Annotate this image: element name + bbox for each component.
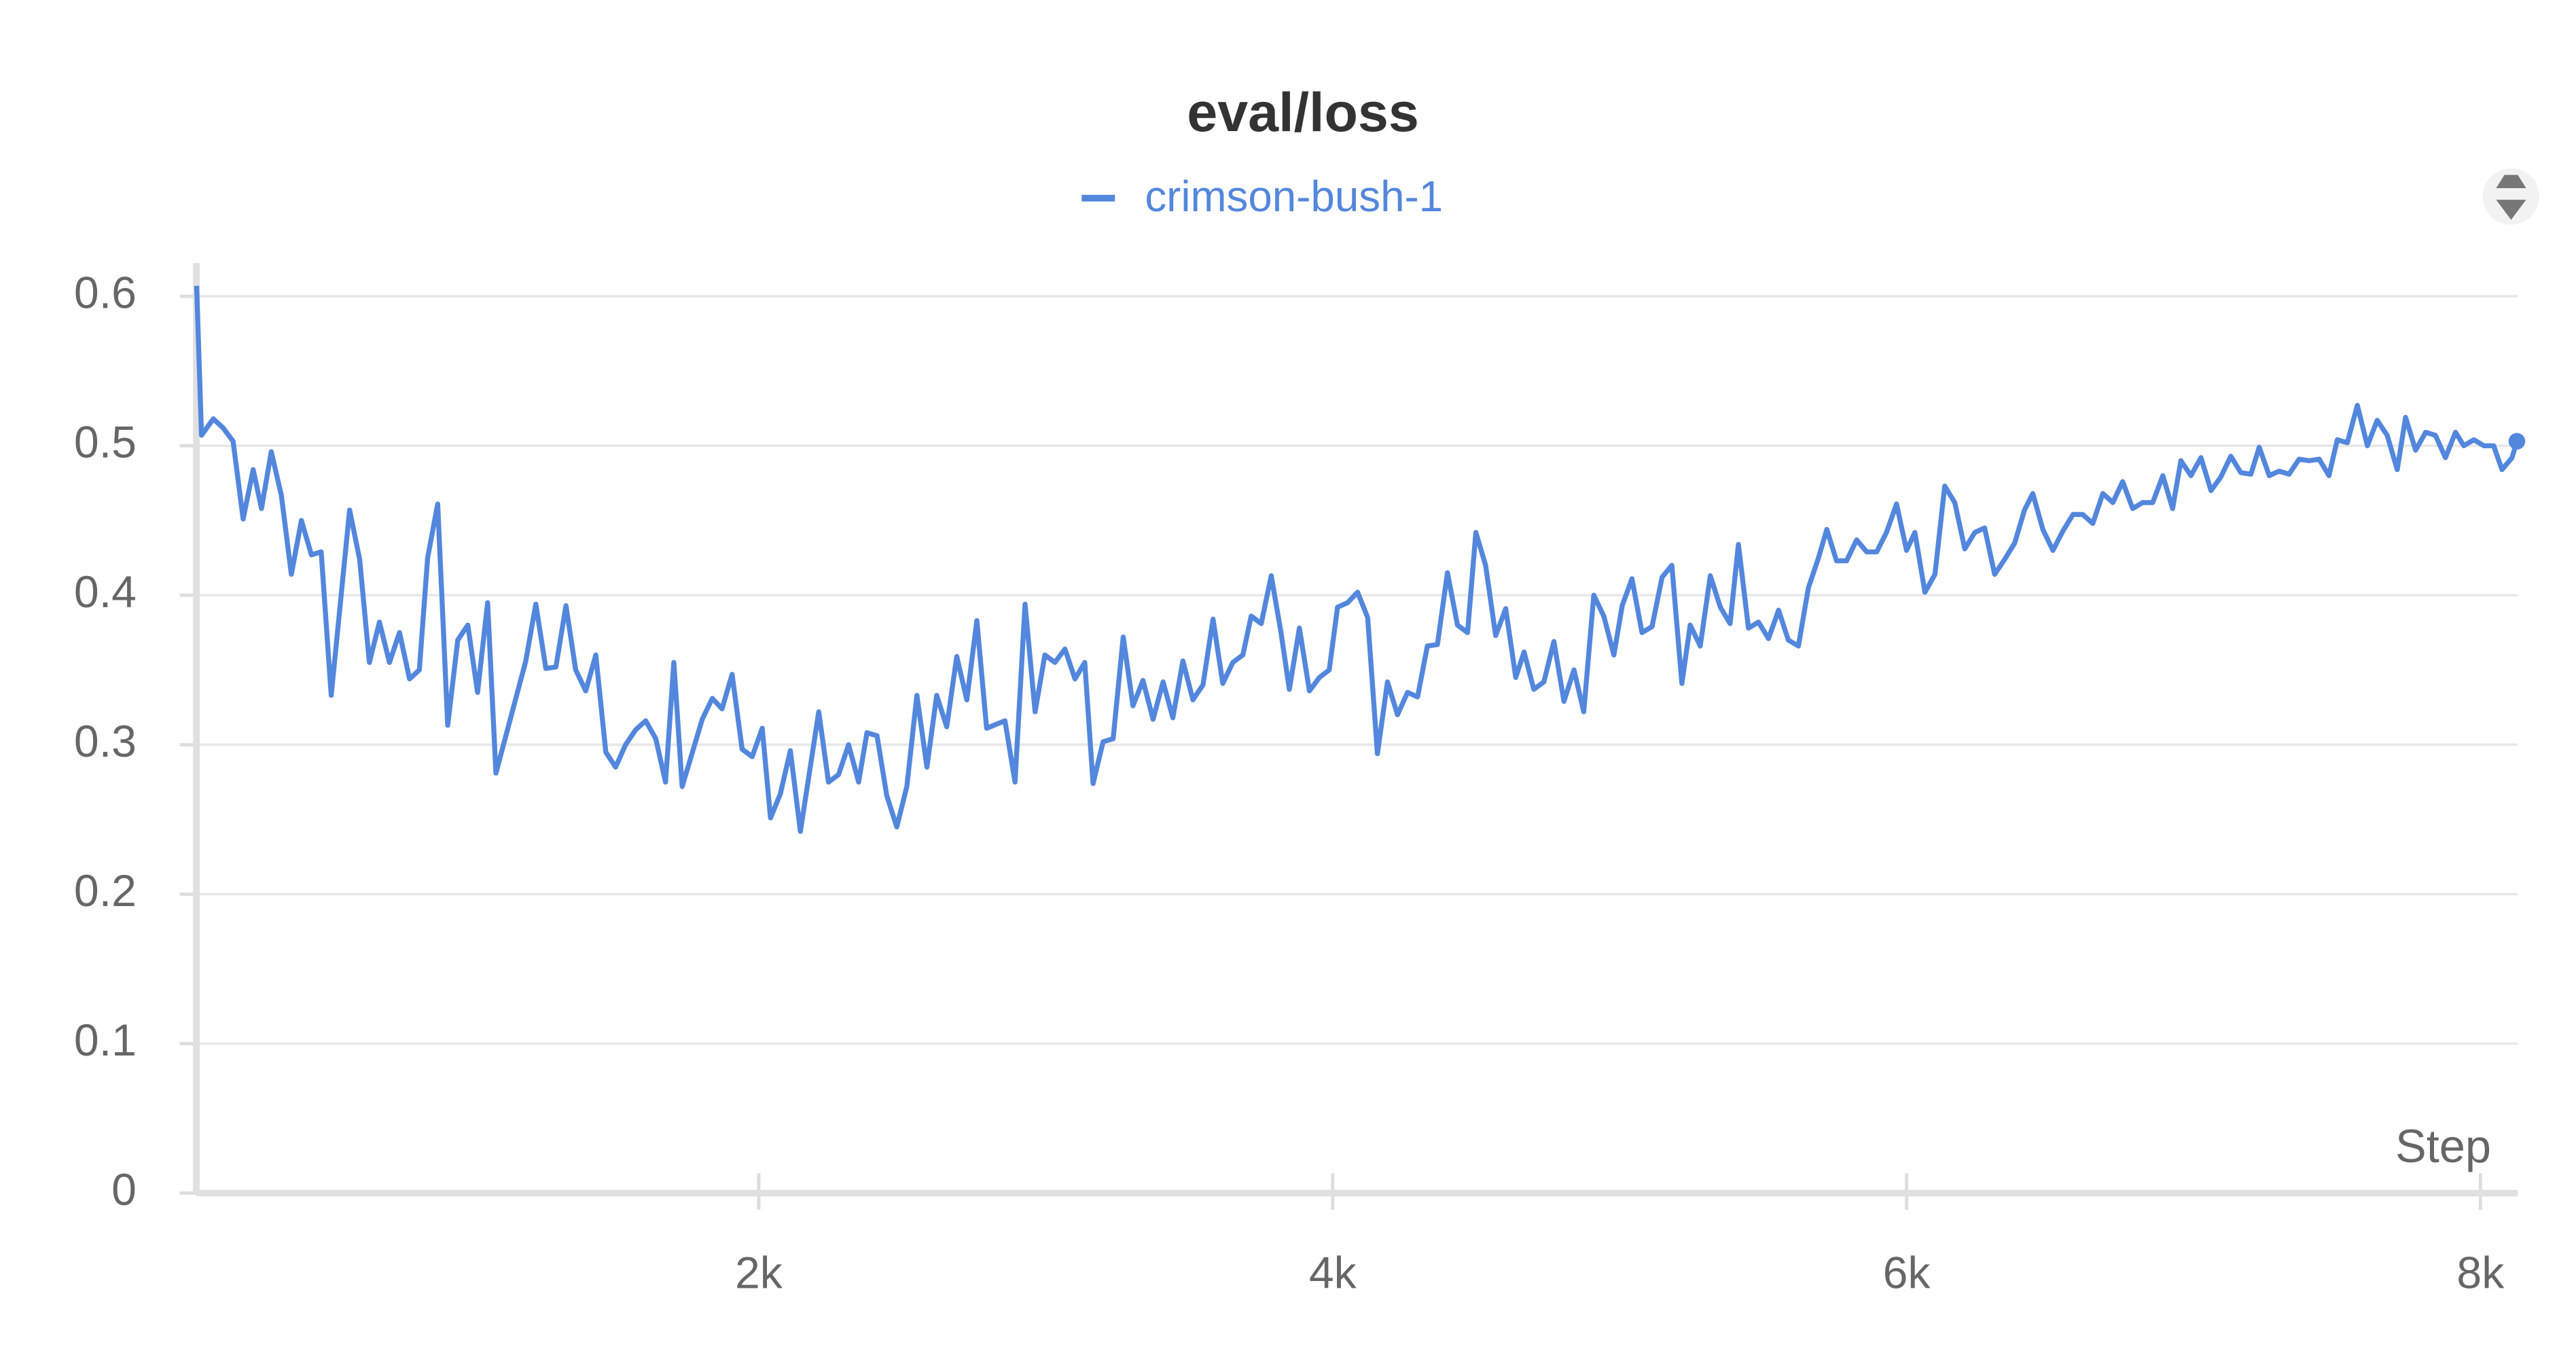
x-tick-label: 8k [2456, 1248, 2505, 1299]
x-tick-label: 6k [1883, 1248, 1931, 1299]
y-tick-label: 0.2 [74, 866, 137, 916]
chart-title: eval/loss [1187, 82, 1419, 143]
y-tick-label: 0.5 [74, 418, 137, 468]
x-axis-label: Step [2395, 1120, 2491, 1172]
y-tick-label: 0 [111, 1165, 137, 1215]
menu-icon[interactable] [2482, 168, 2540, 225]
y-tick-label: 0.4 [74, 567, 137, 617]
last-point [2508, 433, 2526, 450]
y-tick-label: 0.6 [74, 268, 137, 319]
series-line [194, 285, 2520, 834]
x-tick-label: 2k [735, 1248, 783, 1299]
y-tick-label: 0.3 [74, 717, 137, 767]
y-tick-label: 0.1 [74, 1015, 137, 1066]
x-tick-label: 4k [1309, 1248, 1357, 1299]
legend-label[interactable]: crimson-bush-1 [1145, 173, 1443, 221]
